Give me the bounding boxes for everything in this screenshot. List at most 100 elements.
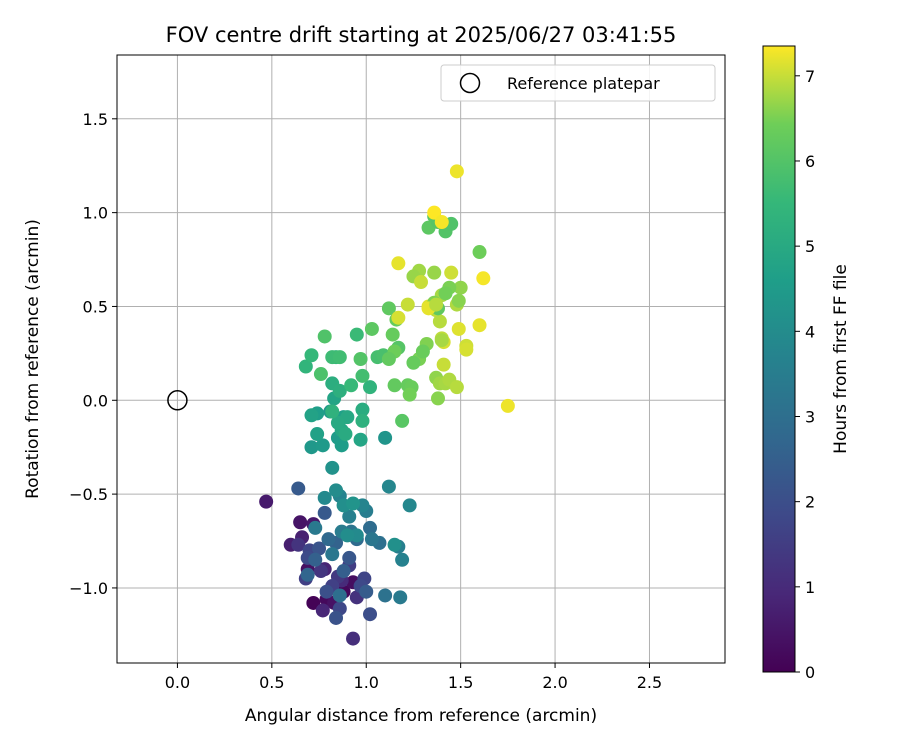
- data-point: [338, 427, 353, 442]
- legend: Reference platepar: [440, 64, 716, 102]
- data-point: [434, 215, 449, 230]
- data-point: [355, 413, 370, 428]
- data-point: [363, 520, 378, 535]
- colorbar-tick-label: 2: [805, 493, 815, 512]
- data-point: [381, 301, 396, 316]
- data-point: [500, 398, 515, 413]
- plot-frame: [116, 54, 726, 664]
- data-point: [332, 383, 347, 398]
- data-point: [349, 327, 364, 342]
- data-point: [395, 552, 410, 567]
- data-point: [476, 271, 491, 286]
- data-point: [310, 427, 325, 442]
- data-point: [378, 430, 393, 445]
- data-point: [317, 490, 332, 505]
- colorbar-tick-label: 4: [805, 322, 815, 341]
- y-tick-label: −0.5: [69, 485, 108, 504]
- data-point: [291, 481, 306, 496]
- y-tick-label: 1.5: [83, 110, 108, 129]
- colorbar-ticks: 0 1 2 3 4 5 6 7: [795, 67, 815, 682]
- data-point: [317, 505, 332, 520]
- y-tick-label: −1.0: [69, 579, 108, 598]
- data-point: [472, 318, 487, 333]
- data-point: [385, 327, 400, 342]
- data-point: [434, 333, 449, 348]
- colorbar-tick-label: 6: [805, 152, 815, 171]
- data-point: [353, 432, 368, 447]
- data-point: [378, 588, 393, 603]
- data-point: [304, 440, 319, 455]
- legend-marker-icon: [459, 72, 481, 94]
- y-tick-label: 0.0: [83, 391, 108, 410]
- data-point: [449, 164, 464, 179]
- data-point: [293, 515, 308, 530]
- data-point: [387, 537, 402, 552]
- data-point: [342, 509, 357, 524]
- data-point: [313, 367, 328, 382]
- data-points: [259, 164, 515, 646]
- data-point: [381, 479, 396, 494]
- legend-entry-reference: Reference platepar: [507, 74, 660, 93]
- colorbar-label: Hours from first FF file: [831, 264, 851, 454]
- y-axis-label: Rotation from reference (arcmin): [23, 219, 43, 499]
- data-point: [304, 408, 319, 423]
- colorbar-tick-label: 1: [805, 578, 815, 597]
- data-point: [387, 378, 402, 393]
- legend-box: [440, 64, 716, 102]
- data-point: [453, 280, 468, 295]
- data-point: [364, 532, 379, 547]
- data-point: [402, 498, 417, 513]
- data-point: [355, 402, 370, 417]
- data-point: [363, 607, 378, 622]
- data-point: [308, 552, 323, 567]
- data-point: [427, 205, 442, 220]
- x-tick-label: 0.5: [259, 673, 284, 692]
- y-tick-label: 1.0: [83, 204, 108, 223]
- data-point: [414, 275, 428, 290]
- data-point: [336, 564, 351, 579]
- data-point: [298, 359, 313, 374]
- data-point: [364, 321, 379, 336]
- data-point: [438, 286, 453, 301]
- x-tick-label: 1.0: [354, 673, 379, 692]
- colorbar-tick-label: 5: [805, 237, 815, 256]
- data-point: [259, 494, 274, 509]
- data-point: [472, 245, 487, 260]
- data-point: [325, 547, 340, 562]
- data-point: [317, 329, 332, 344]
- data-point: [330, 415, 345, 430]
- data-point: [304, 348, 319, 363]
- data-point: [329, 610, 344, 625]
- data-point: [312, 541, 327, 556]
- data-point: [430, 391, 445, 406]
- colorbar: 0 1 2 3 4 5 6 7 Hours from first FF file: [762, 45, 851, 682]
- colorbar-gradient: [762, 45, 796, 673]
- data-point: [355, 368, 370, 383]
- data-point: [363, 380, 378, 395]
- data-point: [415, 344, 430, 359]
- x-tick-label: 2.5: [637, 673, 662, 692]
- chart-title: FOV centre drift starting at 2025/06/27 …: [166, 23, 677, 47]
- data-point: [306, 595, 321, 610]
- reference-platepar-marker: [167, 390, 188, 411]
- data-point: [340, 528, 355, 543]
- x-axis-label: Angular distance from reference (arcmin): [245, 706, 597, 726]
- colorbar-tick-label: 7: [805, 67, 815, 86]
- y-tick-label: 0.5: [83, 297, 108, 316]
- grid-lines: [117, 55, 725, 663]
- x-axis-ticks: 0.0 0.5 1.0 1.5 2.0 2.5: [165, 663, 662, 692]
- data-point: [344, 378, 359, 393]
- x-tick-label: 1.5: [448, 673, 473, 692]
- data-point: [444, 265, 459, 280]
- data-point: [391, 310, 406, 325]
- colorbar-tick-label: 3: [805, 407, 815, 426]
- data-point: [402, 387, 417, 402]
- data-point: [429, 297, 444, 312]
- data-point: [391, 256, 406, 271]
- data-point: [332, 350, 347, 365]
- data-point: [400, 297, 415, 312]
- colorbar-tick-label: 0: [805, 663, 815, 682]
- data-point: [315, 603, 330, 618]
- data-point: [346, 496, 361, 511]
